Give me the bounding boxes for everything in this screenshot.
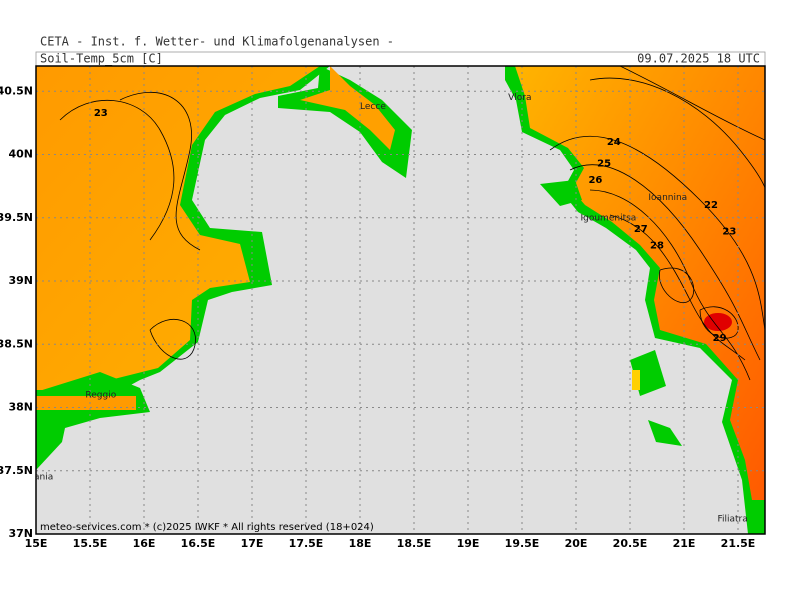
contour [658,267,695,303]
place-label: Ioannina [648,193,687,203]
lon-tick-label: 19E [457,537,480,550]
lat-tick-label: 39N [8,274,33,287]
lon-tick-label: 18E [349,537,372,550]
lon-tick-label: 17.5E [289,537,324,550]
lat-tick-label: 40N [8,148,33,161]
contour-label: 29 [713,333,727,344]
lon-tick-label: 19.5E [505,537,540,550]
contour [149,319,196,360]
place-label: Igoumenitsa [580,213,636,223]
contour [589,77,765,220]
contour [59,99,175,241]
contour [119,91,201,251]
lat-tick-label: 38N [8,401,33,414]
contour [549,135,765,331]
lon-tick-label: 18.5E [397,537,432,550]
variable-label: Soil-Temp_5cm [C] [40,52,163,66]
island [648,420,682,446]
header-title: CETA - Inst. f. Wetter- und Klimafolgena… [40,35,394,49]
contour-label: 26 [588,175,602,186]
lat-tick-label: 38.5N [0,337,33,350]
contour-label: 28 [650,241,664,252]
lat-tick-label: 37.5N [0,464,33,477]
lon-tick-label: 15.5E [73,537,108,550]
lon-tick-label: 20.5E [613,537,648,550]
contour-label: 27 [634,224,648,235]
lon-tick-label: 17E [241,537,264,550]
datetime: 09.07.2025 18 UTC [637,52,760,66]
contour [619,66,765,141]
lon-tick-label: 20E [565,537,588,550]
contour-label: 22 [704,200,718,211]
land-temp [515,66,765,500]
lon-tick-label: 16.5E [181,537,216,550]
place-label: Reggio [85,390,116,400]
map-frame [35,65,766,535]
land [278,66,412,178]
footer: meteo-services.com * (c)2025 IWKF * All … [40,522,374,533]
lon-tick-label: 16E [133,537,156,550]
contour-label: 23 [94,108,108,119]
contour-label: 25 [597,158,611,169]
contour-label: 24 [607,137,621,148]
place-label: Vlora [508,93,531,103]
contour [569,164,761,361]
lat-tick-label: 37N [8,527,33,540]
island [540,180,582,206]
lon-tick-label: 21.5E [721,537,756,550]
land-temp [300,66,395,150]
lon-tick-label: 15E [25,537,48,550]
place-label: Lecce [360,102,386,112]
place-label: Filiatra [717,514,747,524]
lat-tick-label: 39.5N [0,211,33,224]
island-temp [632,370,640,390]
place-label: Catania [19,473,54,483]
hot-spot [704,313,732,331]
lat-tick-label: 40.5N [0,84,33,97]
contour [589,189,751,381]
contour-label: 23 [722,227,736,238]
lon-tick-label: 21E [673,537,696,550]
land-temp [36,396,136,410]
